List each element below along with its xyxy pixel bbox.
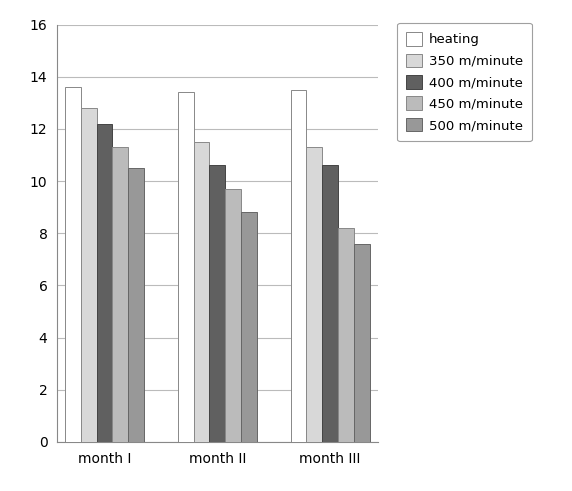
- Bar: [291, 90, 307, 442]
- Bar: [225, 189, 241, 442]
- Bar: [241, 213, 257, 442]
- Bar: [81, 108, 97, 442]
- Bar: [65, 87, 81, 442]
- Bar: [128, 168, 144, 442]
- Bar: [322, 165, 338, 442]
- Bar: [97, 124, 113, 442]
- Bar: [338, 228, 354, 442]
- Bar: [178, 92, 194, 442]
- Bar: [307, 147, 322, 442]
- Legend: heating, 350 m/minute, 400 m/minute, 450 m/minute, 500 m/minute: heating, 350 m/minute, 400 m/minute, 450…: [397, 23, 532, 141]
- Bar: [354, 244, 370, 442]
- Bar: [209, 165, 225, 442]
- Bar: [113, 147, 128, 442]
- Bar: [194, 142, 209, 442]
